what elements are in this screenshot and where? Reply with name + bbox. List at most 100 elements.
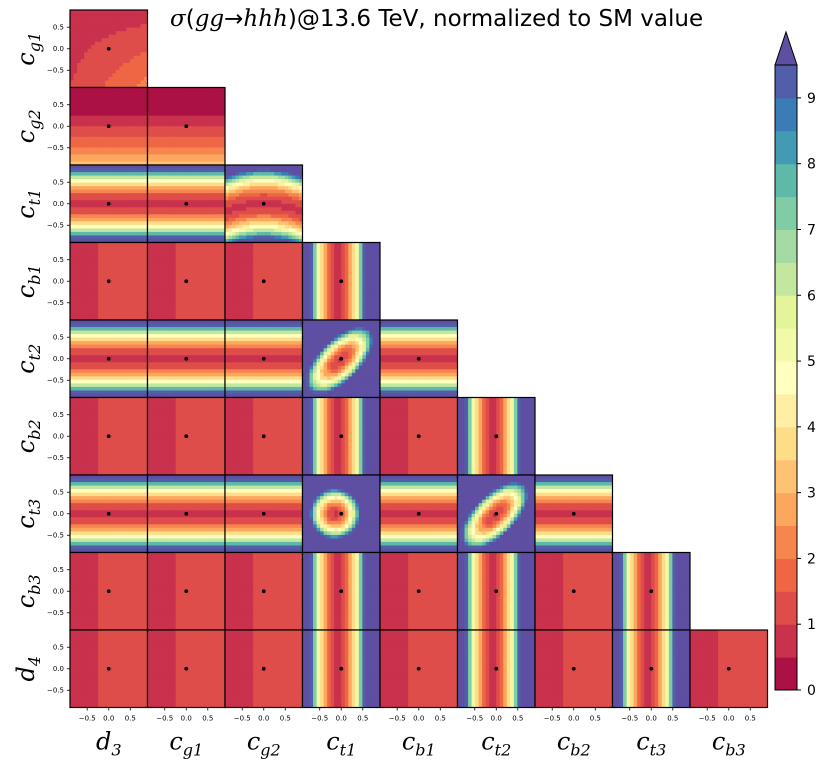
row-label-c_t3: ct3 (12, 499, 44, 529)
panel-c_b3-vs-c_g2 (225, 552, 303, 630)
x-tick-label: 0.0 (258, 715, 269, 723)
panel-d_4-vs-d_3 (70, 630, 148, 708)
sm-point-marker (339, 356, 344, 361)
sm-point-marker (494, 589, 499, 594)
y-tick-label: −0.5 (47, 686, 64, 694)
y-tick-label: 0.0 (53, 122, 64, 130)
panel-c_b2-vs-c_b1 (380, 397, 458, 475)
sm-point-marker (494, 434, 499, 439)
y-tick-label: 0.0 (53, 45, 64, 53)
colorbar-level (775, 295, 797, 329)
colorbar-level (775, 558, 797, 592)
sm-point-marker (106, 356, 111, 361)
y-tick-label: 0.5 (53, 488, 64, 496)
x-tick-label: 0.5 (667, 715, 678, 723)
panel-c_b2-vs-d_3 (70, 397, 148, 475)
y-tick-label: 0.0 (53, 200, 64, 208)
sm-point-marker (416, 356, 421, 361)
title-initial-state: gg (195, 6, 224, 32)
sm-point-marker (106, 124, 111, 129)
sm-point-marker (106, 201, 111, 206)
x-tick-label: −0.5 (79, 715, 96, 723)
colorbar-level (775, 361, 797, 395)
panel-d_4-vs-c_t2 (457, 630, 535, 708)
colorbar-level (775, 328, 797, 362)
panel-c_t3-vs-d_3 (70, 475, 148, 553)
x-tick-label: −0.5 (699, 715, 716, 723)
col-label-c_b1: cb1 (402, 728, 436, 760)
col-label-c_b2: cb2 (557, 728, 591, 760)
y-tick-label: 0.0 (53, 510, 64, 518)
row-label-c_g1: cg1 (12, 32, 44, 66)
sm-point-marker (184, 434, 189, 439)
sm-point-marker (571, 511, 576, 516)
y-tick-label: 0.5 (53, 23, 64, 31)
sm-point-marker (494, 666, 499, 671)
sm-point-marker (649, 666, 654, 671)
panel-c_t2-vs-c_t1 (302, 320, 380, 398)
panel-c_t1-vs-c_g2 (225, 165, 303, 243)
x-tick-label: 0.5 (435, 715, 446, 723)
x-tick-label: −0.5 (234, 715, 251, 723)
colorbar-frame (774, 64, 798, 691)
title-close: ) (288, 6, 297, 32)
sm-point-marker (106, 589, 111, 594)
x-tick-label: −0.5 (156, 715, 173, 723)
sm-point-marker (184, 124, 189, 129)
title-rest: @13.6 TeV, normalized to SM value (297, 6, 703, 32)
sm-point-marker (184, 589, 189, 594)
sm-point-marker (726, 666, 731, 671)
x-tick-label: 0.0 (413, 715, 424, 723)
colorbar-level (775, 459, 797, 494)
colorbar-tick-label: 2 (807, 551, 816, 567)
title-arrow: → (224, 6, 243, 32)
x-tick-label: 0.0 (568, 715, 579, 723)
sm-point-marker (261, 356, 266, 361)
panel-c_t3-vs-c_g2 (225, 475, 303, 553)
panel-c_b1-vs-d_3 (70, 242, 148, 320)
colorbar-level (775, 229, 797, 263)
panel-c_t1-vs-d_3 (70, 165, 148, 243)
col-label-d_3: d3 (96, 728, 122, 760)
panel-c_t3-vs-c_g1 (147, 475, 225, 553)
sm-point-marker (339, 666, 344, 671)
title-open: ( (186, 6, 195, 32)
x-tick-label: 0.5 (357, 715, 368, 723)
x-tick-label: 0.0 (181, 715, 192, 723)
y-tick-label: 0.0 (53, 432, 64, 440)
y-tick-label: 0.5 (53, 178, 64, 186)
sm-point-marker (261, 201, 266, 206)
panel-c_t2-vs-d_3 (70, 320, 148, 398)
row-label-c_t1: ct1 (12, 189, 44, 219)
x-tick-label: 0.0 (491, 715, 502, 723)
colorbar-level (775, 130, 797, 165)
colorbar-tick-label: 9 (807, 91, 816, 107)
col-label-c_g1: cg1 (169, 728, 203, 760)
colorbar-level (775, 262, 797, 296)
panel-c_b3-vs-c_t3 (612, 552, 690, 630)
panel-c_b1-vs-c_g2 (225, 242, 303, 320)
colorbar-level (775, 426, 797, 461)
row-label-c_b1: cb1 (12, 264, 44, 298)
x-tick-label: 0.0 (723, 715, 734, 723)
sm-point-marker (106, 666, 111, 671)
y-tick-label: −0.5 (47, 144, 64, 152)
row-label-c_g2: cg2 (12, 109, 44, 143)
row-label-d_4: d4 (12, 656, 44, 682)
colorbar-tick-label: 8 (807, 157, 816, 173)
panel-c_b3-vs-c_t2 (457, 552, 535, 630)
x-tick-label: 0.0 (646, 715, 657, 723)
colorbar-level (775, 624, 797, 658)
sm-point-marker (184, 279, 189, 284)
colorbar-level (775, 163, 797, 198)
y-tick-label: −0.5 (47, 66, 64, 74)
x-tick-label: 0.5 (512, 715, 523, 723)
colorbar-tick-label: 0 (807, 683, 816, 699)
x-tick-label: −0.5 (466, 715, 483, 723)
sm-point-marker (184, 356, 189, 361)
panel-c_g2-vs-d_3 (70, 87, 148, 165)
row-label-c_t2: ct2 (12, 344, 44, 374)
sm-point-marker (416, 666, 421, 671)
x-tick-label: −0.5 (544, 715, 561, 723)
